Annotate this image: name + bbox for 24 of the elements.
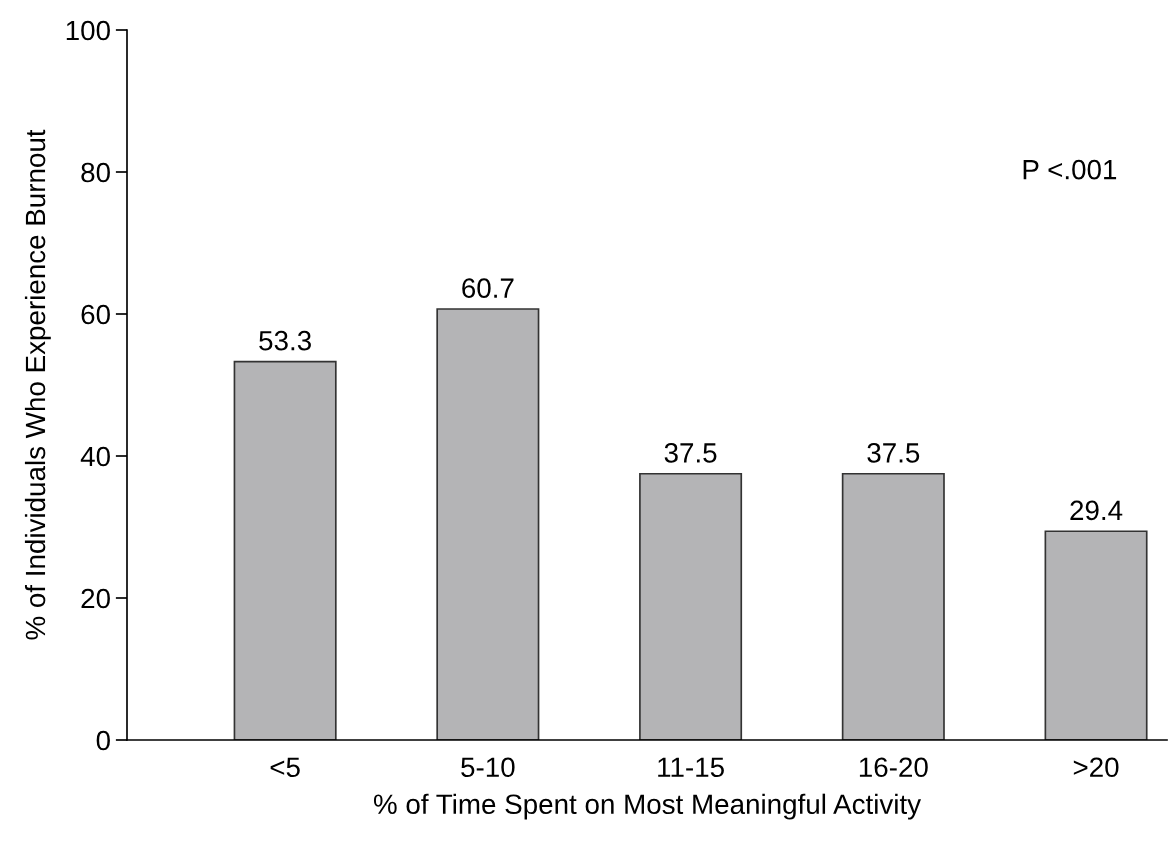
y-tick-label: 0 [96, 730, 110, 751]
y-tick-label: 60 [81, 304, 110, 325]
data-label: 37.5 [867, 443, 920, 463]
x-tick-label: <5 [270, 757, 300, 778]
annotation: P <.001 [1023, 159, 1117, 180]
y-tick-label: 40 [80, 446, 110, 467]
bar [1044, 530, 1148, 740]
x-tick-label: 11-15 [658, 757, 724, 778]
x-tick-label: 16-20 [859, 757, 928, 778]
data-label: 29.4 [1070, 500, 1123, 521]
y-tick-label: 100 [66, 20, 110, 41]
data-label: 53.3 [259, 330, 311, 351]
y-tick-label: 20 [81, 588, 110, 609]
x-axis-title: % of Time Spent on Most Meaningful Activity [373, 793, 922, 820]
x-tick-label: 5-10 [461, 757, 515, 778]
bar [436, 308, 540, 740]
y-axis-title: % of Individuals Who Experience Burnout [24, 129, 51, 640]
bar [233, 360, 337, 740]
x-tick-label: >20 [1073, 757, 1119, 778]
data-label: 37.5 [664, 443, 717, 463]
bar [841, 472, 945, 740]
y-tick-label: 80 [81, 162, 110, 183]
data-label: 60.7 [462, 278, 514, 298]
bar [639, 472, 743, 740]
